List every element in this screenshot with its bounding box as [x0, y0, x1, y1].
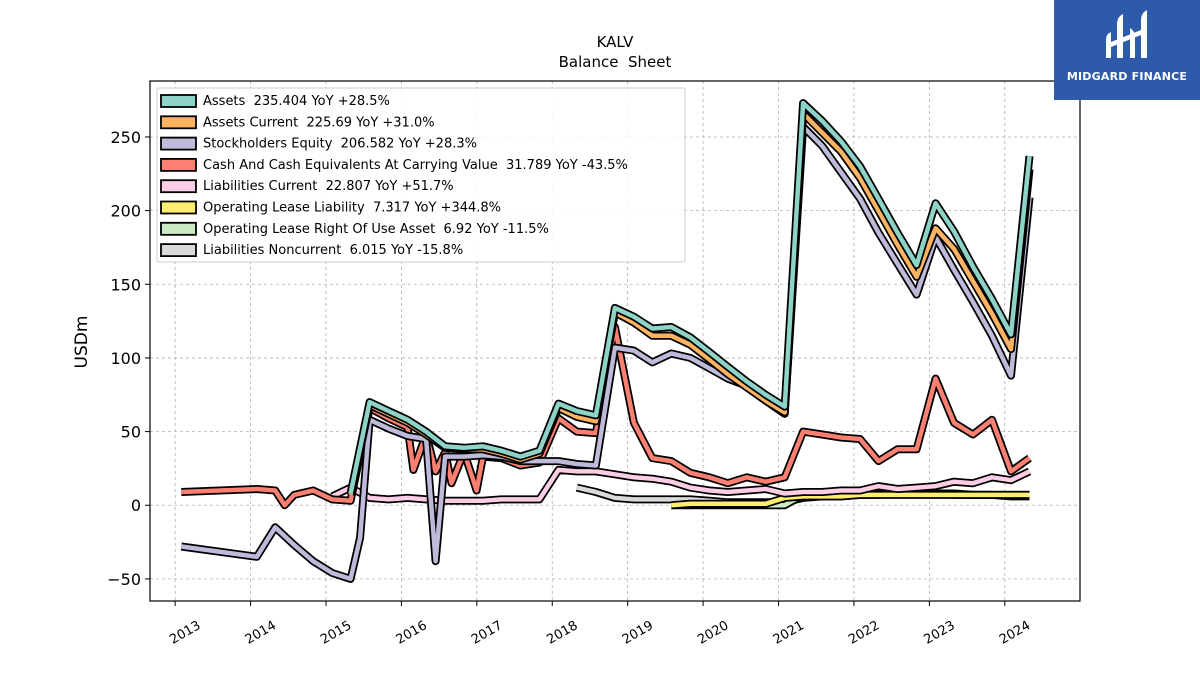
x-axis: 2013 2014 2015 2016 2017 2018 2019 2020 2021 2022… — [167, 601, 1033, 648]
legend-label: Assets 235.404 YoY +28.5% — [203, 94, 390, 109]
brand-logo-icon — [1106, 10, 1147, 58]
x-tick-label: 2015 — [318, 618, 354, 648]
y-tick-label: −50 — [107, 570, 141, 589]
y-axis-label: USDm — [72, 316, 92, 369]
x-tick-label: 2020 — [695, 618, 731, 648]
legend-label: Liabilities Noncurrent 6.015 YoY -15.8% — [203, 243, 463, 258]
chart-subtitle: Balance Sheet — [559, 53, 672, 71]
legend: Assets 235.404 YoY +28.5% Assets Current … — [156, 87, 686, 263]
x-tick-label: 2018 — [544, 618, 580, 648]
legend-box — [156, 87, 686, 263]
legend-swatch — [160, 94, 197, 108]
y-tick-label: 0 — [131, 496, 141, 515]
legend-swatch — [160, 157, 197, 172]
x-tick-label: 2016 — [394, 618, 430, 648]
x-tick-label: 2017 — [469, 618, 505, 648]
series-line-stockholders-equity — [180, 124, 1032, 582]
y-tick-label: 100 — [110, 349, 141, 368]
legend-label: Cash And Cash Equivalents At Carrying Va… — [203, 158, 628, 173]
legend-label: Operating Lease Liability 7.317 YoY +344… — [203, 201, 501, 216]
series-line-operating-lease-liability — [671, 492, 1030, 508]
x-tick-label: 2022 — [846, 618, 882, 648]
y-tick-label: 150 — [110, 275, 141, 294]
plot-frame — [149, 80, 1081, 602]
x-tick-label: 2013 — [167, 618, 203, 648]
legend-swatch — [160, 115, 197, 130]
legend-swatch — [160, 200, 197, 215]
x-tick-label: 2021 — [771, 618, 807, 648]
y-tick-label: 250 — [110, 128, 141, 147]
legend-label: Stockholders Equity 206.582 YoY +28.3% — [203, 137, 477, 152]
x-tick-label: 2024 — [997, 618, 1033, 648]
x-tick-label: 2019 — [620, 618, 656, 648]
legend-label: Assets Current 225.69 YoY +31.0% — [203, 115, 435, 130]
series-line-assets — [348, 100, 1032, 494]
series-line-liabilities-current — [331, 467, 1031, 504]
x-tick-label: 2014 — [243, 618, 279, 648]
brand-logo: MIDGARD FINANCE — [1054, 0, 1200, 100]
chart-title: KALV — [597, 33, 635, 51]
legend-label: Liabilities Current 22.807 YoY +51.7% — [203, 179, 454, 194]
legend-label: Operating Lease Right Of Use Asset 6.92 … — [203, 222, 549, 237]
legend-swatch — [160, 221, 197, 236]
y-tick-label: 50 — [121, 423, 141, 442]
x-tick-label: 2023 — [922, 618, 958, 648]
series-lines — [180, 99, 1034, 583]
legend-swatch — [160, 179, 197, 194]
legend-swatch — [160, 136, 197, 151]
brand-name: MIDGARD FINANCE — [1066, 70, 1188, 83]
y-tick-label: 200 — [110, 202, 141, 221]
legend-swatch — [160, 243, 197, 258]
y-axis: −50 0 50 100 150 200 250 — [107, 128, 150, 589]
